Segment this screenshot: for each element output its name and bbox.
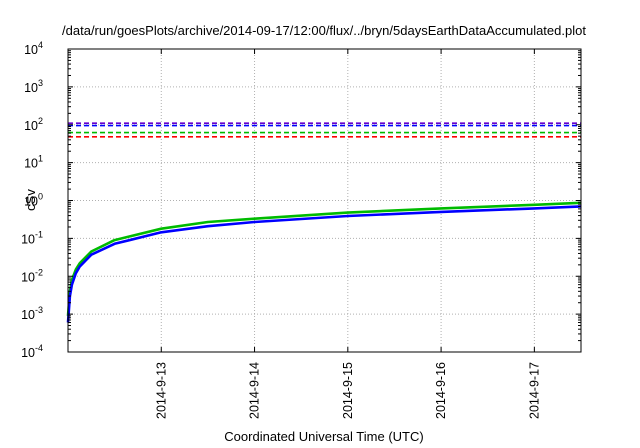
plot-frame: [67, 48, 582, 353]
x-tick-label: 2014-9-15: [341, 362, 355, 419]
y-tick-base: 10: [24, 157, 38, 171]
x-axis-label: Coordinated Universal Time (UTC): [224, 429, 423, 444]
y-tick-label: 10-2: [21, 267, 43, 284]
y-tick-exponent: 3: [38, 78, 43, 88]
y-tick-base: 10: [21, 346, 35, 360]
x-tick-label: 2014-9-17: [527, 362, 541, 419]
y-tick-label: 103: [24, 78, 43, 95]
y-tick-base: 10: [24, 43, 38, 57]
series-line: [66, 201, 582, 317]
y-tick-label: 102: [24, 116, 43, 133]
y-tick-exponent: -3: [35, 305, 43, 315]
y-axis-label: cSv: [23, 189, 38, 211]
y-tick-exponent: -1: [35, 229, 43, 239]
y-tick-exponent: -2: [35, 267, 43, 277]
y-tick-exponent: -4: [35, 343, 43, 353]
y-tick-label: 100: [24, 192, 43, 209]
y-tick-label: 101: [24, 154, 43, 171]
y-tick-label: 104: [24, 40, 43, 57]
y-tick-exponent: 4: [38, 40, 43, 50]
y-tick-label: 10-1: [21, 229, 43, 246]
y-tick-label: 10-4: [21, 343, 43, 360]
y-tick-base: 10: [24, 81, 38, 95]
y-tick-base: 10: [24, 119, 38, 133]
grid: [68, 49, 581, 352]
y-tick-base: 10: [21, 232, 35, 246]
y-tick-exponent: 1: [38, 154, 43, 164]
y-tick-label: 10-3: [21, 305, 43, 322]
x-tick-label: 2014-9-13: [154, 362, 168, 419]
x-axis: 2014-9-13 2014-9-14 2014-9-15 2014-9-16 2014…: [154, 49, 541, 419]
y-tick-exponent: 2: [38, 116, 43, 126]
series-line: [66, 205, 582, 323]
y-tick-base: 10: [21, 270, 35, 284]
series-group: [66, 122, 582, 323]
y-tick-base: 10: [24, 195, 38, 209]
x-tick-label: 2014-9-16: [434, 362, 448, 419]
y-tick-base: 10: [21, 308, 35, 322]
x-tick-label: 2014-9-14: [248, 362, 262, 419]
y-tick-exponent: 0: [38, 192, 43, 202]
chart-title: /data/run/goesPlots/archive/2014-09-17/1…: [62, 23, 586, 38]
